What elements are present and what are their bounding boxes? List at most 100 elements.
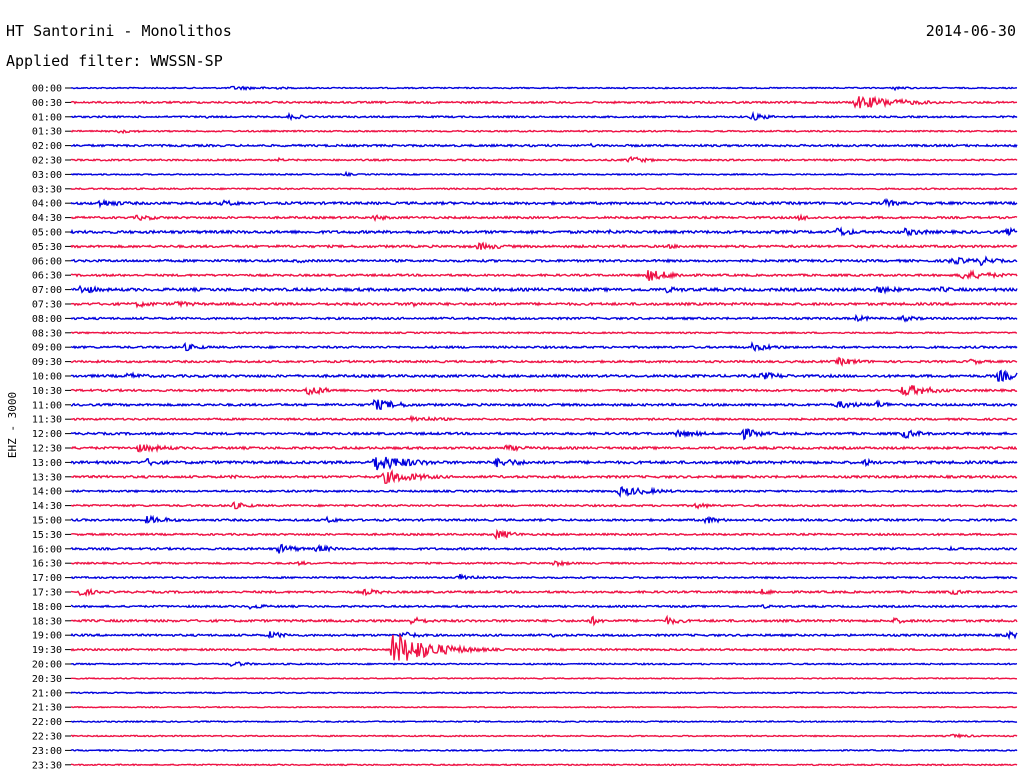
row-time-label: 17:30 [32, 588, 62, 599]
row-time-label: 00:00 [32, 84, 62, 95]
row-time-label: 19:30 [32, 645, 62, 656]
row-time-label: 07:30 [32, 300, 62, 311]
seismic-trace-2000 [70, 661, 1018, 668]
seismic-trace-0730 [70, 300, 1018, 309]
row-time-label: 13:30 [32, 472, 62, 483]
trace-rows: 00:00 00:30 01:00 01:30 02:00 02:30 03:00 03:30… [32, 84, 1018, 771]
row-time-label: 21:30 [32, 703, 62, 714]
row-time-label: 04:00 [32, 199, 62, 210]
row-time-label: 18:00 [32, 602, 62, 613]
seismic-trace-1500 [70, 514, 1018, 525]
seismic-trace-1530 [70, 528, 1018, 541]
seismic-trace-2100 [70, 691, 1018, 695]
seismic-trace-0900 [70, 341, 1018, 353]
seismic-trace-1430 [70, 501, 1018, 510]
seismic-trace-0000 [70, 85, 1018, 92]
seismic-trace-0530 [70, 241, 1018, 250]
channel-label: EHZ - 3000 [6, 392, 19, 458]
seismic-trace-0030 [70, 95, 1018, 109]
seismic-trace-0330 [70, 186, 1018, 191]
seismic-trace-0700 [70, 284, 1018, 295]
seismic-trace-1630 [70, 559, 1018, 568]
seismic-trace-0500 [70, 226, 1018, 237]
row-time-label: 06:00 [32, 256, 62, 267]
seismic-trace-1800 [70, 603, 1018, 610]
seismic-trace-0230 [70, 155, 1018, 164]
seismic-trace-1930 [70, 633, 1018, 661]
row-time-label: 19:00 [32, 631, 62, 642]
row-time-label: 16:30 [32, 559, 62, 570]
row-time-label: 02:00 [32, 141, 62, 152]
row-time-label: 10:00 [32, 372, 62, 383]
row-time-label: 12:30 [32, 444, 62, 455]
row-time-label: 11:00 [32, 400, 62, 411]
row-time-label: 04:30 [32, 213, 62, 224]
row-time-label: 03:30 [32, 184, 62, 195]
seismic-trace-0930 [70, 356, 1018, 367]
seismic-trace-0100 [70, 110, 1018, 122]
row-time-label: 22:30 [32, 732, 62, 743]
row-time-label: 05:00 [32, 228, 62, 239]
seismic-trace-0600 [70, 255, 1018, 267]
seismic-trace-1200 [70, 428, 1018, 441]
station-title: HT Santorini - Monolithos [6, 22, 232, 40]
seismic-trace-0130 [70, 129, 1018, 135]
row-time-label: 05:30 [32, 242, 62, 253]
seismic-trace-0830 [70, 331, 1018, 335]
row-time-label: 09:00 [32, 343, 62, 354]
row-time-label: 14:00 [32, 487, 62, 498]
row-time-label: 15:30 [32, 530, 62, 541]
date-label: 2014-06-30 [926, 22, 1016, 40]
seismic-trace-2330 [70, 763, 1018, 767]
seismic-trace-0800 [70, 313, 1018, 323]
seismic-trace-0400 [70, 197, 1018, 209]
row-time-label: 12:00 [32, 429, 62, 440]
seismic-trace-2300 [70, 748, 1018, 752]
seismic-trace-1000 [70, 369, 1018, 382]
row-time-label: 01:00 [32, 112, 62, 123]
row-time-label: 08:30 [32, 328, 62, 339]
seismic-trace-2130 [70, 705, 1018, 709]
seismic-trace-2200 [70, 719, 1018, 724]
row-time-label: 03:00 [32, 170, 62, 181]
row-time-label: 10:30 [32, 386, 62, 397]
row-time-label: 11:30 [32, 415, 62, 426]
seismic-trace-1300 [70, 456, 1018, 471]
seismic-trace-1130 [70, 414, 1018, 423]
seismic-trace-0200 [70, 142, 1018, 149]
row-time-label: 08:00 [32, 314, 62, 325]
row-time-label: 01:30 [32, 127, 62, 138]
seismic-trace-1030 [70, 385, 1018, 397]
row-time-label: 20:00 [32, 660, 62, 671]
row-time-label: 18:30 [32, 616, 62, 627]
filter-label: Applied filter: WWSSN-SP [6, 52, 223, 70]
seismic-trace-2230 [70, 732, 1018, 739]
row-time-label: 13:00 [32, 458, 62, 469]
row-time-label: 00:30 [32, 98, 62, 109]
row-time-label: 06:30 [32, 271, 62, 282]
seismic-trace-0300 [70, 170, 1018, 178]
row-time-label: 23:00 [32, 746, 62, 757]
row-time-label: 07:00 [32, 285, 62, 296]
row-time-label: 15:00 [32, 516, 62, 527]
row-time-label: 14:30 [32, 501, 62, 512]
seismic-trace-1230 [70, 443, 1018, 453]
row-time-label: 09:30 [32, 357, 62, 368]
row-time-label: 02:30 [32, 156, 62, 167]
row-time-label: 16:00 [32, 544, 62, 555]
seismic-trace-0430 [70, 213, 1018, 223]
seismic-trace-1730 [70, 587, 1018, 598]
seismic-trace-2030 [70, 676, 1018, 680]
row-time-label: 20:30 [32, 674, 62, 685]
seismic-trace-1900 [70, 630, 1018, 641]
seismic-trace-1600 [70, 543, 1018, 554]
seismic-trace-1330 [70, 469, 1018, 485]
seismic-trace-1100 [70, 399, 1018, 411]
row-time-label: 23:30 [32, 760, 62, 771]
row-time-label: 17:00 [32, 573, 62, 584]
seismic-trace-1400 [70, 486, 1018, 498]
seismic-trace-1700 [70, 573, 1018, 581]
seismic-trace-0630 [70, 269, 1018, 281]
seismic-trace-1830 [70, 614, 1018, 627]
